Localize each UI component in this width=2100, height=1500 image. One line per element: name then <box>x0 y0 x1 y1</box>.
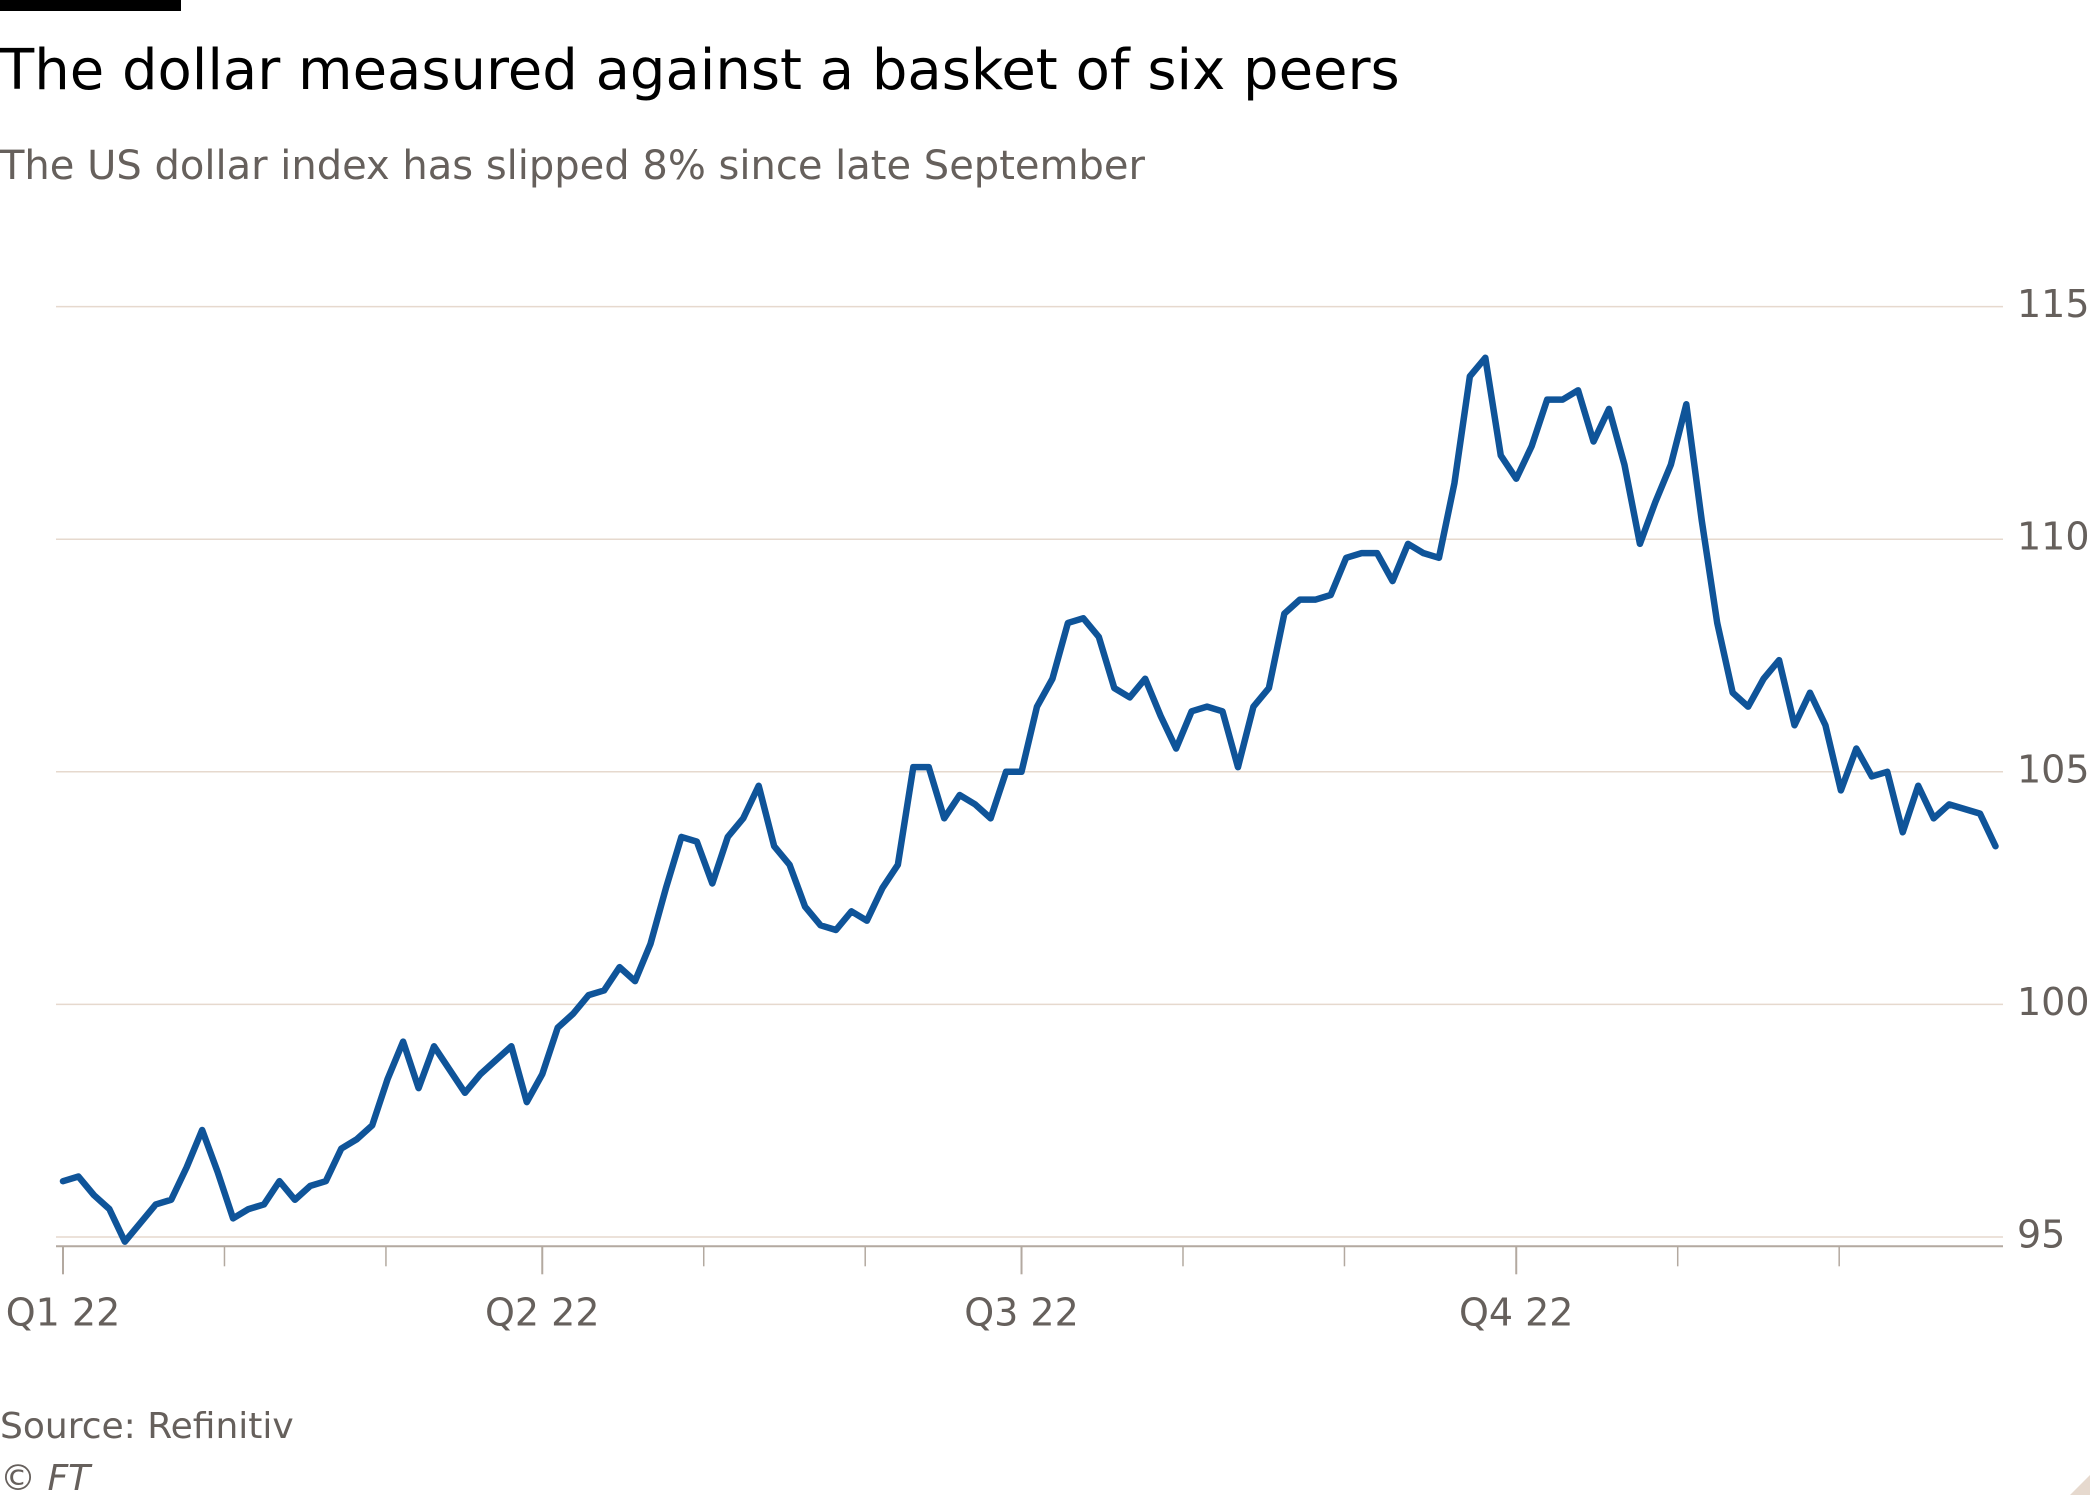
source: Source: Refinitiv <box>0 1406 294 1447</box>
line-series <box>59 354 1999 1245</box>
y-tick-label: 95 <box>2017 1213 2065 1257</box>
x-tick-label: Q4 22 <box>1459 1291 1574 1335</box>
y-tick-label: 110 <box>2017 515 2090 559</box>
chart-title: The dollar measured against a basket of … <box>0 38 1400 103</box>
chart-subtitle: The US dollar index has slipped 8% since… <box>0 143 1145 189</box>
y-tick-label: 115 <box>2017 282 2090 326</box>
brand-bar <box>0 0 181 11</box>
x-tick-label: Q1 22 <box>6 1291 121 1335</box>
credit: © FT <box>0 1458 93 1499</box>
y-tick-label: 105 <box>2017 747 2090 791</box>
corner-mark <box>2070 1475 2090 1495</box>
y-tick-label: 100 <box>2017 980 2090 1024</box>
x-tick-label: Q3 22 <box>964 1291 1079 1335</box>
x-tick-label: Q2 22 <box>485 1291 600 1335</box>
